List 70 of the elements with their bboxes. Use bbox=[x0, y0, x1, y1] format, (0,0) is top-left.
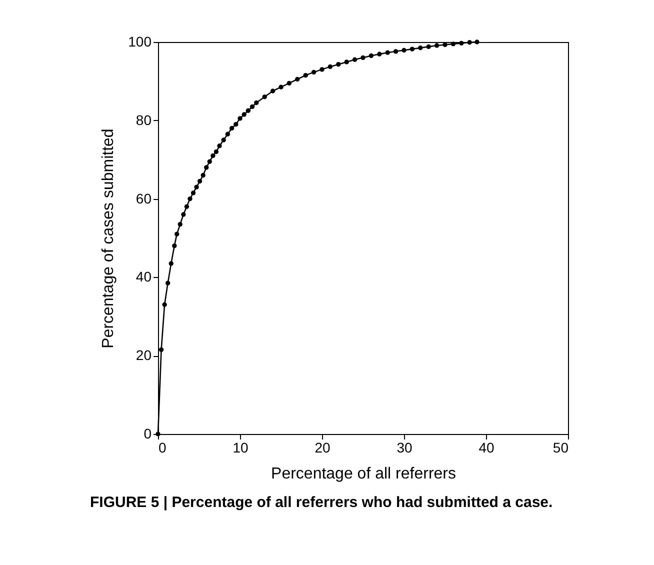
point bbox=[217, 144, 222, 148]
x-tick-label: 10 bbox=[232, 440, 248, 456]
point bbox=[303, 72, 308, 78]
point bbox=[254, 100, 259, 106]
point bbox=[168, 261, 174, 266]
point bbox=[197, 178, 202, 184]
y-tick-label: 40 bbox=[136, 268, 152, 285]
point bbox=[188, 196, 192, 202]
point bbox=[410, 46, 415, 52]
point bbox=[221, 138, 226, 142]
point bbox=[172, 244, 177, 248]
point bbox=[262, 94, 267, 100]
x-tick-label: 50 bbox=[552, 440, 569, 456]
point bbox=[158, 347, 164, 352]
point bbox=[178, 222, 182, 227]
point bbox=[270, 88, 276, 94]
x-tick-label: 30 bbox=[396, 440, 412, 456]
y-tick-label: 20 bbox=[136, 347, 152, 364]
caption: FIGURE 5 | Percentage of all referrers who had submitted a case. bbox=[90, 494, 553, 511]
point bbox=[385, 50, 390, 55]
point bbox=[210, 153, 216, 158]
point bbox=[311, 70, 316, 75]
point bbox=[165, 280, 170, 286]
point bbox=[295, 76, 300, 82]
point bbox=[162, 302, 167, 307]
y-axis-title: Percentage of cases submitted bbox=[100, 128, 118, 348]
x-tick-label: 0 bbox=[158, 440, 166, 456]
point bbox=[393, 49, 398, 54]
point bbox=[418, 46, 423, 50]
point bbox=[194, 184, 199, 190]
y-tick-label: 80 bbox=[136, 112, 152, 128]
point bbox=[156, 432, 160, 436]
point bbox=[328, 64, 333, 70]
y-tick-label: 0 bbox=[144, 426, 152, 442]
point bbox=[426, 44, 431, 50]
point bbox=[250, 104, 255, 110]
x-tick-label: 20 bbox=[314, 440, 330, 456]
point bbox=[242, 112, 246, 117]
point bbox=[246, 108, 251, 113]
y-tick-label: 100 bbox=[128, 34, 152, 50]
point bbox=[320, 67, 324, 72]
point bbox=[184, 204, 190, 209]
x-axis-title: Percentage of all referrers bbox=[271, 466, 456, 482]
point bbox=[238, 116, 242, 121]
y-tick-label: 60 bbox=[136, 190, 152, 206]
point bbox=[286, 80, 292, 86]
point bbox=[360, 55, 366, 60]
point bbox=[181, 212, 186, 217]
point bbox=[344, 60, 349, 64]
point bbox=[229, 126, 234, 131]
point bbox=[207, 159, 212, 164]
point bbox=[234, 122, 238, 127]
point bbox=[467, 40, 472, 45]
point bbox=[368, 53, 374, 58]
point bbox=[434, 43, 440, 48]
point bbox=[402, 48, 406, 53]
point bbox=[450, 42, 456, 46]
point bbox=[225, 132, 230, 136]
point bbox=[377, 52, 382, 56]
point bbox=[174, 232, 180, 236]
point bbox=[200, 172, 206, 178]
point bbox=[459, 40, 464, 46]
point bbox=[204, 165, 209, 170]
x-tick-label: 40 bbox=[478, 440, 494, 456]
point bbox=[336, 62, 341, 67]
point bbox=[278, 84, 284, 90]
point bbox=[474, 40, 480, 44]
point bbox=[214, 149, 219, 154]
point bbox=[190, 190, 196, 196]
point bbox=[352, 57, 358, 62]
